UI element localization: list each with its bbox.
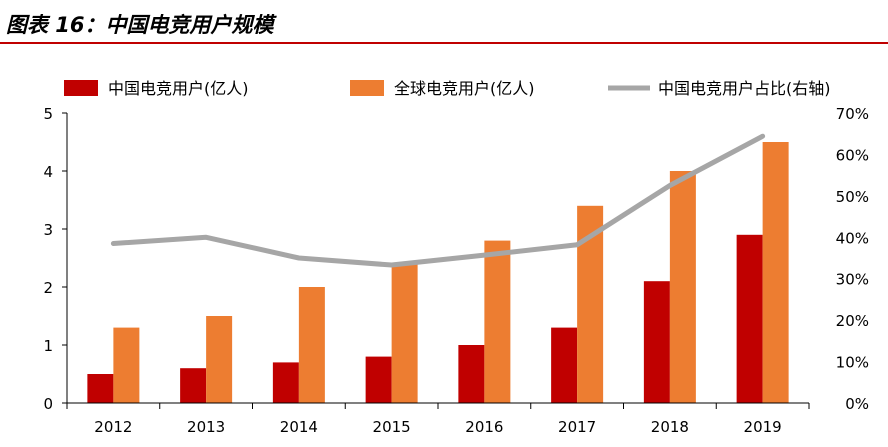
global-users-bar (762, 142, 789, 403)
y-right-tick-label: 60% (836, 146, 869, 164)
legend-swatch (350, 80, 384, 96)
x-tick-label: 2015 (373, 418, 411, 436)
global-users-bar (113, 327, 140, 403)
bars (87, 142, 789, 403)
china-users-bar (87, 374, 114, 403)
y-right-tick-label: 10% (836, 354, 869, 372)
china-users-bar (736, 234, 763, 403)
y-left-tick-label: 0 (43, 395, 53, 413)
chart-title: 图表 16：中国电竞用户规模 (6, 13, 274, 37)
x-tick-label: 2016 (465, 418, 503, 436)
x-tick-label: 2018 (651, 418, 689, 436)
y-left-tick-label: 5 (43, 105, 53, 123)
title-rule (0, 42, 888, 44)
global-users-bar (391, 263, 418, 403)
legend-label: 中国电竞用户占比(右轴) (658, 79, 831, 98)
y-right-tick-label: 70% (836, 105, 869, 123)
china-users-bar (180, 368, 207, 403)
global-users-bar (484, 240, 511, 403)
legend-swatch (64, 80, 98, 96)
x-tick-label: 2014 (280, 418, 318, 436)
global-users-bar (206, 316, 233, 403)
y-left-tick-label: 2 (43, 279, 53, 297)
y-right-tick-label: 40% (836, 229, 869, 247)
y-left-tick-label: 4 (43, 163, 53, 181)
y-right-tick-label: 20% (836, 312, 869, 330)
y-right-tick-label: 30% (836, 271, 869, 289)
chart-header: 图表 16：中国电竞用户规模 (0, 0, 888, 48)
x-tick-label: 2017 (558, 418, 596, 436)
x-tick-label: 2013 (187, 418, 225, 436)
legend-label: 中国电竞用户(亿人) (108, 79, 249, 98)
global-users-bar (669, 171, 696, 403)
china-users-bar (551, 327, 578, 403)
legend: 中国电竞用户(亿人) 全球电竞用户(亿人) 中国电竞用户占比(右轴) (64, 79, 831, 98)
x-axis: 2012 2013 2014 2015 2016 2017 2018 2019 (66, 402, 810, 436)
share-series-line (110, 133, 766, 268)
china-users-bar (643, 281, 670, 403)
y-left-tick-label: 1 (43, 337, 53, 355)
share-line (110, 133, 766, 268)
global-users-bar (298, 287, 325, 403)
y-left-tick-label: 3 (43, 221, 53, 239)
y-axis-left: 0 1 2 3 4 5 (43, 105, 68, 413)
china-users-bar (458, 345, 485, 403)
china-users-bar (365, 356, 392, 403)
x-tick-label: 2019 (744, 418, 782, 436)
y-axis-right: 0% 10% 20% 30% 40% 50% 60% 70% (836, 105, 869, 413)
legend-label: 全球电竞用户(亿人) (394, 79, 535, 98)
y-right-tick-label: 0% (845, 395, 869, 413)
y-right-tick-label: 50% (836, 188, 869, 206)
china-users-bar (272, 362, 299, 403)
x-tick-label: 2012 (94, 418, 132, 436)
